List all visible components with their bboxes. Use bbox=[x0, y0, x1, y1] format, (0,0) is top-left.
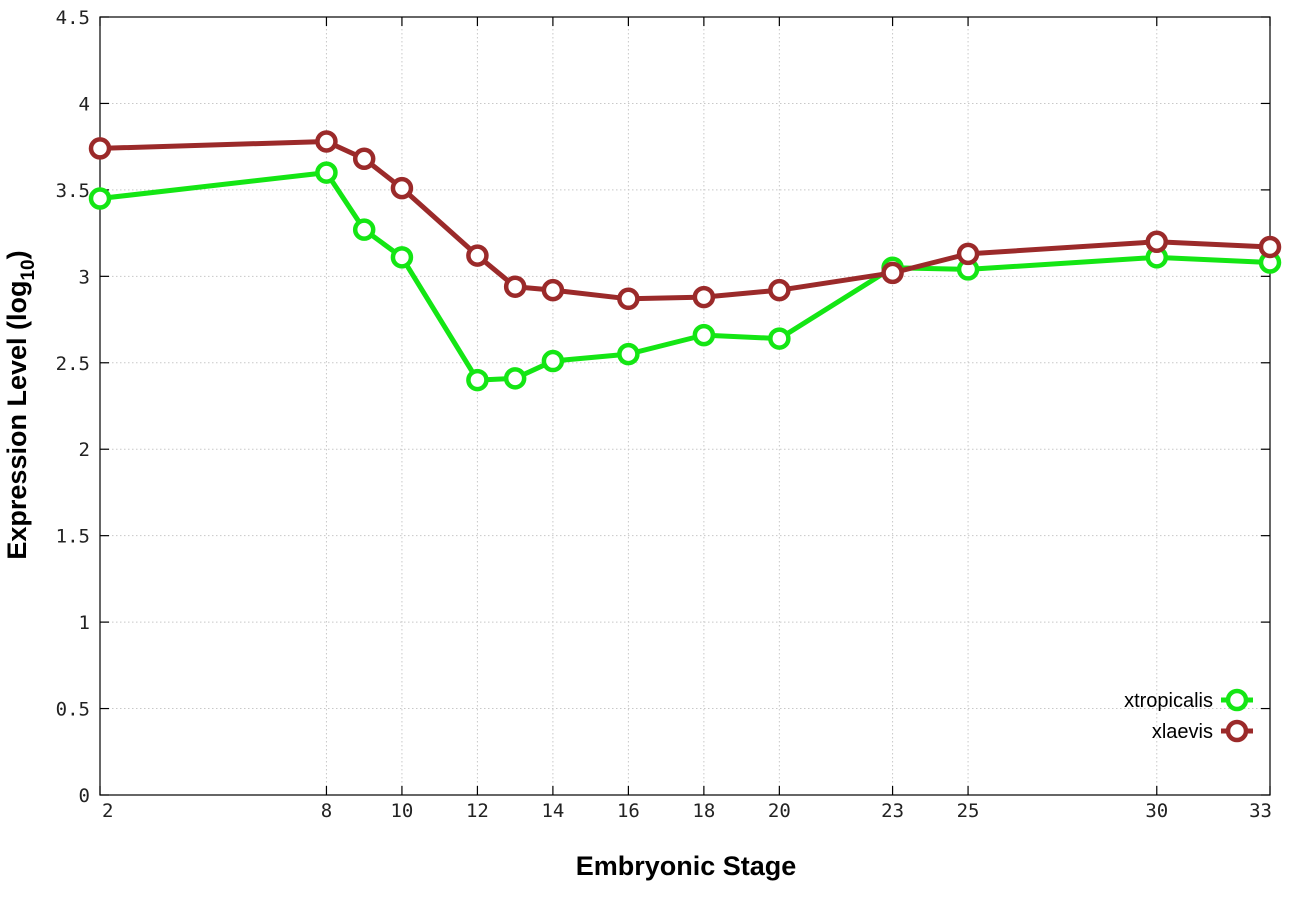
x-tick-label: 23 bbox=[881, 800, 904, 822]
x-tick-label: 33 bbox=[1249, 800, 1272, 822]
x-tick-label: 2 bbox=[102, 800, 113, 822]
legend-item: xlaevis bbox=[1152, 719, 1253, 743]
data-point-xlaevis bbox=[1145, 230, 1169, 254]
x-tick-label: 8 bbox=[321, 800, 332, 822]
data-point-xlaevis bbox=[617, 287, 640, 311]
data-point-xlaevis bbox=[466, 244, 489, 267]
data-point-xlaevis bbox=[881, 261, 904, 285]
data-point-xlaevis bbox=[541, 278, 565, 302]
legend-swatch-marker bbox=[1225, 719, 1249, 743]
x-tick-label: 10 bbox=[390, 800, 413, 822]
data-point-xtropicalis bbox=[503, 367, 527, 390]
data-point-xlaevis bbox=[315, 130, 338, 153]
x-tick-label: 30 bbox=[1145, 800, 1168, 822]
data-point-xtropicalis bbox=[466, 368, 489, 392]
legend-label: xlaevis bbox=[1152, 721, 1213, 743]
data-point-xtropicalis bbox=[768, 327, 791, 350]
data-point-xtropicalis bbox=[617, 342, 640, 366]
data-point-xtropicalis bbox=[390, 246, 414, 269]
data-point-xlaevis bbox=[1258, 235, 1282, 259]
y-tick-label: 4 bbox=[79, 93, 90, 115]
legend-item: xtropicalis bbox=[1124, 688, 1253, 712]
series-xlaevis bbox=[88, 130, 1282, 311]
legend: xtropicalis xlaevis bbox=[1124, 688, 1253, 743]
y-tick-label: 3 bbox=[79, 266, 90, 288]
x-axis-title: Embryonic Stage bbox=[576, 851, 797, 881]
y-axis-title-main: Expression Level (log bbox=[2, 281, 32, 560]
ticks-layer: 0 0.5 1 1.5 2 2.5 3 3.5 4 4.5 2 8 10 12 14 16 18 20 23 25 30… bbox=[56, 7, 1272, 822]
data-point-xlaevis bbox=[503, 275, 527, 298]
data-point-xtropicalis bbox=[692, 323, 716, 347]
data-point-xtropicalis bbox=[88, 187, 112, 210]
legend-swatch-marker bbox=[1225, 688, 1249, 712]
y-axis-title-subscript: 10 bbox=[18, 259, 39, 280]
y-tick-label: 0 bbox=[79, 785, 90, 807]
data-point-xlaevis bbox=[390, 176, 414, 200]
data-point-xlaevis bbox=[692, 285, 716, 309]
data-point-xlaevis bbox=[768, 278, 791, 302]
x-tick-label: 20 bbox=[768, 800, 791, 822]
x-tick-label: 12 bbox=[466, 800, 489, 822]
plot-frame bbox=[99, 16, 1271, 796]
y-tick-label: 4.5 bbox=[56, 7, 90, 29]
y-axis-title-close: ) bbox=[2, 250, 32, 259]
y-tick-label: 0.5 bbox=[56, 699, 90, 721]
data-point-xtropicalis bbox=[315, 161, 338, 184]
y-tick-label: 2.5 bbox=[56, 353, 90, 375]
y-tick-label: 3.5 bbox=[56, 180, 90, 202]
y-tick-label: 2 bbox=[79, 439, 90, 461]
y-tick-label: 1 bbox=[79, 612, 90, 634]
x-tick-label: 14 bbox=[541, 800, 564, 822]
x-tick-label: 18 bbox=[692, 800, 715, 822]
data-point-xtropicalis bbox=[541, 349, 565, 373]
y-axis-title: Expression Level (log10) bbox=[2, 250, 39, 559]
data-point-xlaevis bbox=[88, 137, 112, 160]
series-layer bbox=[88, 130, 1282, 392]
series-xtropicalis bbox=[88, 161, 1282, 392]
legend-label: xtropicalis bbox=[1124, 690, 1213, 712]
grid-layer bbox=[100, 17, 1270, 795]
y-tick-label: 1.5 bbox=[56, 526, 90, 548]
x-tick-label: 16 bbox=[617, 800, 640, 822]
x-tick-label: 25 bbox=[957, 800, 980, 822]
series-line-xlaevis bbox=[99, 138, 1271, 302]
data-point-xlaevis bbox=[956, 242, 980, 266]
data-point-xtropicalis bbox=[352, 218, 376, 241]
data-point-xlaevis bbox=[352, 147, 376, 171]
